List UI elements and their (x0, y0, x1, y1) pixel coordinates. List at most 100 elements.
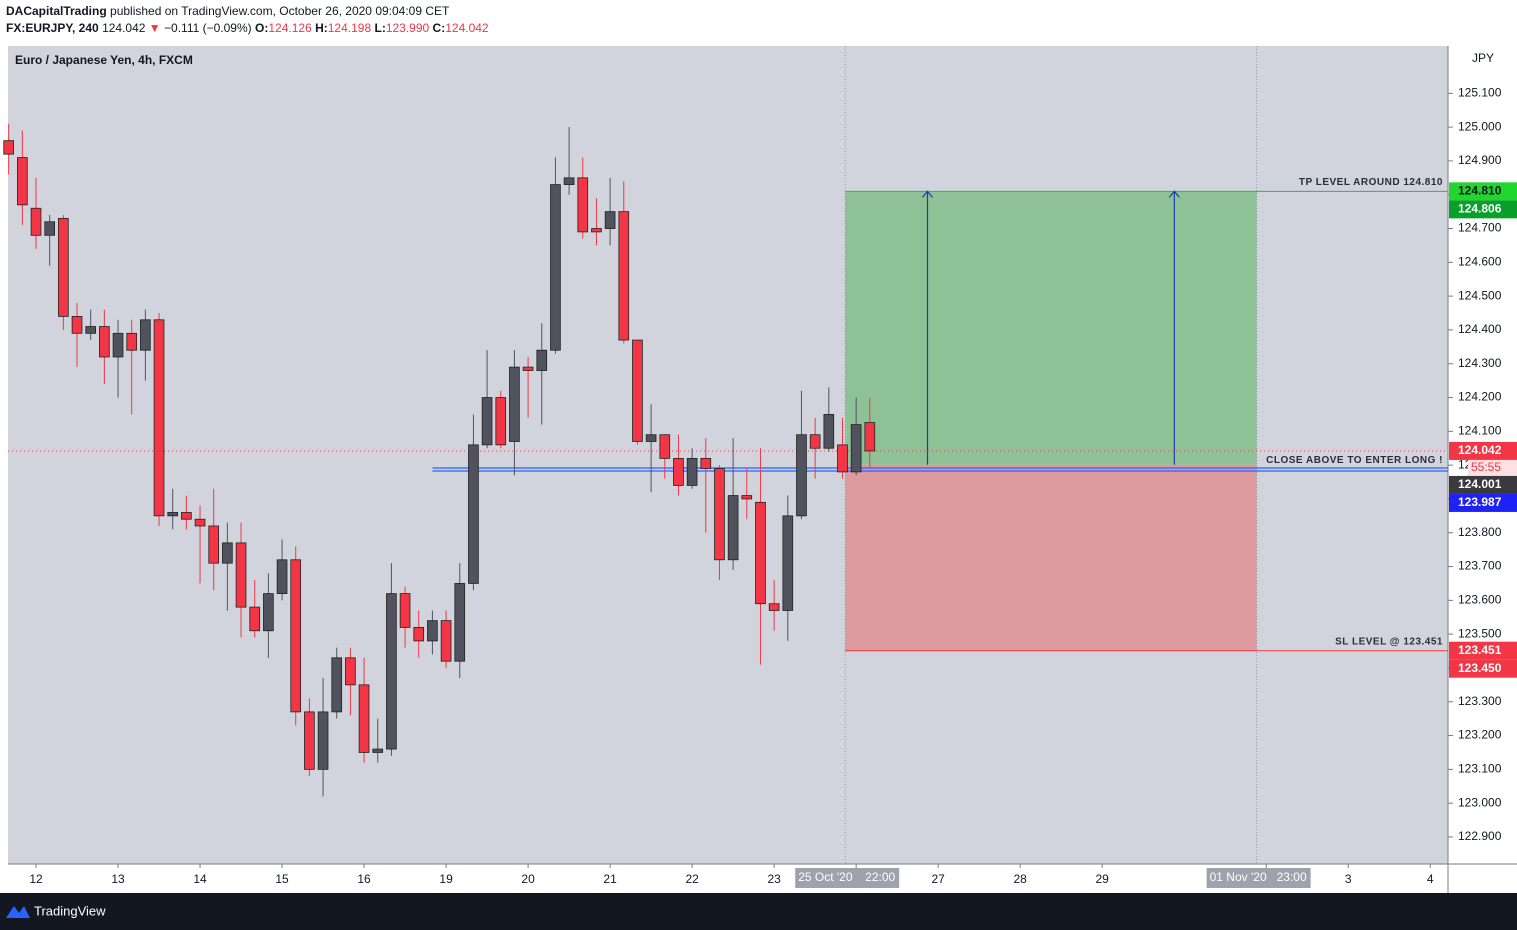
x-tick-label: 20 (521, 872, 535, 886)
candle-body (99, 326, 110, 358)
candle-body (222, 542, 233, 564)
candle-body (440, 620, 452, 662)
author: DACapitalTrading (6, 4, 107, 18)
candle-body (645, 434, 657, 442)
candle-body (577, 177, 589, 233)
candle-body (481, 397, 493, 446)
candle-body (263, 593, 274, 632)
y-tick-label: 124.700 (1458, 221, 1502, 235)
candle-body (30, 207, 42, 236)
footer-brand: TradingView (34, 903, 106, 918)
candle-body (235, 542, 247, 608)
target-arrow (922, 190, 933, 465)
candle-body (112, 332, 124, 358)
y-tick-label: 123.500 (1458, 626, 1502, 640)
price-label: 123.450 (1458, 661, 1502, 675)
x-tick-label: 22 (685, 872, 699, 886)
price-label: 124.001 (1458, 477, 1502, 491)
loss-zone (845, 464, 1257, 651)
header-line-2: FX:EURJPY, 240 124.042 ▼ −0.111 (−0.09%)… (6, 21, 489, 35)
candle-body (700, 457, 712, 469)
x-marker-label-bg (795, 868, 900, 888)
y-tick-label: 123.700 (1458, 559, 1502, 573)
candle-body (495, 397, 507, 446)
candle-body (850, 424, 862, 473)
candle-body (153, 319, 165, 517)
x-tick-label: 23 (767, 872, 781, 886)
candle-body (85, 326, 97, 334)
y-tick-label: 123.600 (1458, 593, 1502, 607)
price-label-bg (1449, 475, 1517, 494)
x-tick-label: 15 (275, 872, 289, 886)
annotation: CLOSE ABOVE TO ENTER LONG ! (1266, 455, 1443, 466)
price-label: 123.451 (1458, 643, 1502, 657)
candle-body (618, 211, 630, 341)
candle-body (782, 515, 794, 611)
x-marker-date: 25 Oct '20 (798, 870, 853, 884)
candle-body (468, 444, 479, 584)
candle-body (276, 559, 288, 594)
x-tick-label: 19 (439, 872, 453, 886)
x-tick-label: 29 (1096, 872, 1110, 886)
x-marker-date: 01 Nov '20 (1210, 870, 1267, 884)
candle-body (659, 434, 671, 459)
candle-body (768, 603, 780, 611)
candle-body (563, 177, 575, 185)
candle-body (755, 501, 766, 605)
ohlc-key: H: (315, 21, 328, 35)
x-tick-label: 12 (29, 872, 43, 886)
x-tick-label: 16 (357, 872, 371, 886)
candle-body (181, 512, 192, 520)
published: published on TradingView.com, October 26… (110, 4, 450, 18)
candle-body (604, 211, 616, 229)
candle-body (714, 468, 725, 561)
ohlc-key: C: (433, 21, 446, 35)
candle-body (208, 525, 220, 564)
candle-body (427, 620, 438, 642)
change: −0.111 (−0.09%) (164, 21, 252, 35)
candle-body (372, 748, 384, 753)
candle-body (550, 184, 561, 351)
candle-body (399, 593, 411, 628)
candle-body (509, 366, 520, 442)
price: 124.042 (102, 21, 146, 35)
candle-body (686, 457, 698, 486)
candle-body (71, 316, 83, 334)
x-marker-time: 23:00 (1277, 870, 1307, 884)
y-tick-label: 123.000 (1458, 795, 1502, 809)
price-label-bg (1449, 659, 1517, 678)
candle-body (290, 559, 302, 713)
y-tick-label: 122.900 (1458, 829, 1502, 843)
price-label: 123.987 (1458, 495, 1502, 509)
candle-body (44, 221, 56, 236)
price-label: 124.810 (1458, 184, 1502, 198)
ohlc-key: O: (255, 21, 268, 35)
candle-body (591, 228, 602, 233)
candle-body (536, 349, 548, 371)
symbol: FX:EURJPY, 240 (6, 21, 99, 35)
candle-body (386, 593, 397, 750)
y-tick-label: 125.100 (1458, 85, 1502, 99)
y-tick-label: 124.200 (1458, 390, 1502, 404)
x-tick-label: 28 (1013, 872, 1027, 886)
y-tick-label: 123.300 (1458, 694, 1502, 708)
y-tick-label: 124.500 (1458, 288, 1502, 302)
y-tick-label: 124.100 (1458, 424, 1502, 438)
y-tick-label: 124.900 (1458, 153, 1502, 167)
x-tick-label: 14 (193, 872, 207, 886)
candle-body (741, 495, 753, 500)
chart-title: Euro / Japanese Yen, 4h, FXCM (15, 53, 193, 67)
price-label-bg (1449, 641, 1517, 660)
countdown-bg (1468, 459, 1517, 476)
y-tick-label: 124.400 (1458, 322, 1502, 336)
y-tick-label: 123.100 (1458, 762, 1502, 776)
annotation: SL LEVEL @ 123.451 (1335, 636, 1443, 647)
candle-body (522, 366, 534, 371)
candle-body (3, 140, 15, 155)
candle-body (317, 711, 329, 770)
candle-body (194, 518, 206, 527)
x-marker-time: 22:00 (865, 870, 895, 884)
currency: JPY (1472, 51, 1494, 65)
candle-body (673, 457, 684, 486)
